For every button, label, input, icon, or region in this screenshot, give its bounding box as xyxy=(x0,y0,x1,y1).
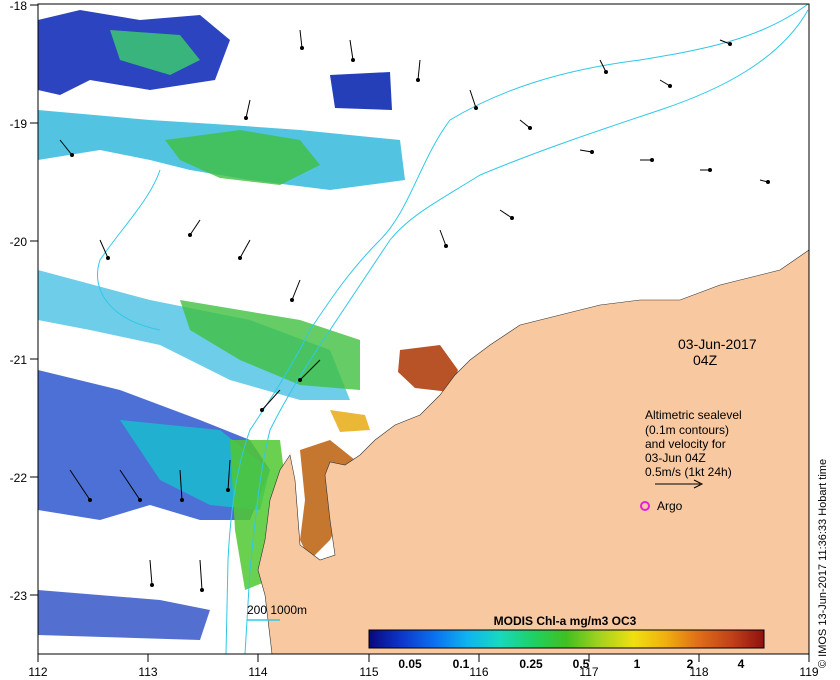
y-tick-label: -21 xyxy=(10,353,28,367)
velocity-arrow xyxy=(227,459,231,491)
colorbar-tick: 0.05 xyxy=(398,657,422,671)
legend-line: Altimetric sealevel xyxy=(645,408,742,422)
velocity-vectors xyxy=(59,29,770,592)
velocity-arrow xyxy=(189,219,201,236)
colorbar-tick: 0.5 xyxy=(573,657,590,671)
colorbar-gradient xyxy=(368,629,765,649)
colorbar-tick: 0.25 xyxy=(519,657,543,671)
bathymetry-contours xyxy=(97,3,809,655)
contour-shelf-inner xyxy=(97,169,161,331)
scale-arrow-head xyxy=(693,479,704,489)
velocity-arrow xyxy=(599,59,607,73)
velocity-arrow xyxy=(179,469,183,501)
chl-patch-north-green xyxy=(110,30,200,75)
bathy-legend-label: 200 1000m xyxy=(247,603,307,617)
chl-patch-mid-green xyxy=(180,300,360,390)
chl-patch-green-19 xyxy=(165,130,320,185)
x-tick-label: 118 xyxy=(689,665,708,679)
bathymetry-legend: 200 1000m xyxy=(247,603,307,621)
legend-line: (0.1m contours) xyxy=(645,423,729,437)
colorbar-tick: 0.1 xyxy=(453,657,470,671)
date-label: 03-Jun-2017 xyxy=(678,336,757,352)
argo-label: Argo xyxy=(657,499,683,513)
velocity-arrow xyxy=(245,99,251,119)
velocity-arrow xyxy=(199,559,203,591)
velocity-arrow xyxy=(579,149,593,153)
argo-marker-icon xyxy=(640,501,650,511)
y-tick-label: -20 xyxy=(10,235,28,249)
x-tick-label: 117 xyxy=(579,665,598,679)
colorbar-tick: 2 xyxy=(687,657,694,671)
chl-patch-yellow xyxy=(330,410,370,432)
colorbar-tick: 1 xyxy=(634,657,641,671)
y-tick-label: -22 xyxy=(10,471,28,485)
y-tick-label: -19 xyxy=(10,117,28,131)
land-australia xyxy=(257,249,810,655)
contour-200m xyxy=(244,9,809,655)
x-tick-label: 112 xyxy=(28,665,47,679)
imos-credit: © IMOS 13-Jun-2017 11:36:33 Hobart time xyxy=(817,459,829,668)
velocity-arrow xyxy=(99,239,109,259)
x-tick-label: 115 xyxy=(359,665,378,679)
x-tick-label: 113 xyxy=(138,665,157,679)
colorbar-title: MODIS Chl-a mg/m3 OC3 xyxy=(494,614,637,628)
chlorophyll-layer xyxy=(38,10,458,640)
contour-1000m xyxy=(225,3,809,655)
y-axis: -18 -19 -20 -21 -22 -23 xyxy=(10,0,38,603)
y-tick-label: -23 xyxy=(10,589,28,603)
velocity-arrow xyxy=(349,39,354,61)
legend-line: 03-Jun 04Z xyxy=(645,451,706,465)
velocity-arrow xyxy=(299,29,303,49)
velocity-arrow xyxy=(469,89,477,109)
colorbar-tick: 4 xyxy=(738,657,745,671)
time-label: 04Z xyxy=(693,352,718,368)
velocity-arrow xyxy=(261,389,281,411)
colorbar: MODIS Chl-a mg/m3 OC3 0.05 0.1 0.25 0. xyxy=(368,614,765,671)
x-tick-label: 119 xyxy=(799,665,818,679)
map-frame xyxy=(37,3,810,655)
velocity-arrow xyxy=(417,59,421,81)
velocity-arrow xyxy=(291,279,301,301)
legend-line: 0.5m/s (1kt 24h) xyxy=(645,465,732,479)
velocity-arrow xyxy=(499,209,513,219)
velocity-arrow xyxy=(119,469,141,501)
velocity-arrow xyxy=(299,359,321,381)
altimetry-legend: Altimetric sealevel (0.1m contours) and … xyxy=(640,408,742,513)
velocity-arrow xyxy=(239,239,251,259)
chl-patch-south-band xyxy=(38,590,210,640)
velocity-arrow xyxy=(59,139,73,156)
x-axis: 112 113 114 115 116 117 118 119 xyxy=(28,654,819,679)
chl-patch-north-block xyxy=(330,72,392,110)
y-tick-label: -18 xyxy=(10,0,28,13)
x-tick-label: 116 xyxy=(469,665,488,679)
velocity-arrow xyxy=(149,559,153,586)
x-tick-label: 114 xyxy=(248,665,267,679)
chl-patch-dampier xyxy=(398,345,458,392)
legend-line: and velocity for xyxy=(645,437,726,451)
velocity-arrow xyxy=(439,229,447,247)
velocity-arrow xyxy=(69,469,91,501)
velocity-arrow xyxy=(519,119,531,129)
